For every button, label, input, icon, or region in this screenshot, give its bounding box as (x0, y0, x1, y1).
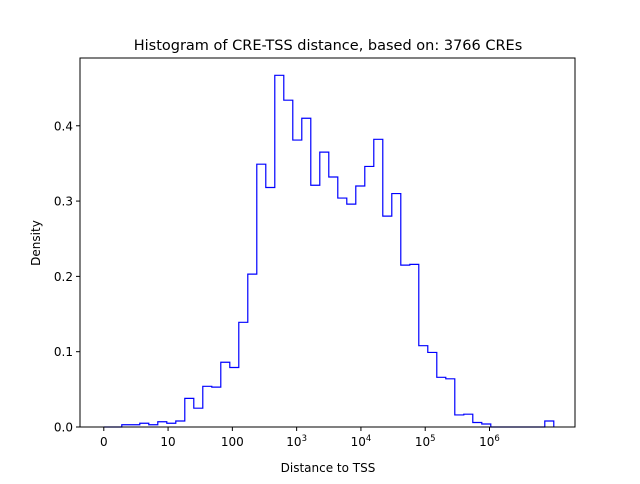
chart-title: Histogram of CRE-TSS distance, based on:… (134, 38, 523, 54)
x-tick-label: 0 (100, 435, 108, 449)
histogram-bin (356, 186, 365, 427)
plot-frame (79, 57, 576, 428)
histogram-bin (230, 368, 239, 427)
histogram-bin (266, 188, 275, 427)
histogram-bin (365, 166, 374, 427)
y-tick-label: 0.3 (54, 195, 73, 209)
y-axis-label: Density (29, 220, 43, 266)
histogram-bin (419, 346, 428, 427)
histogram-bin (374, 139, 383, 427)
histogram-bin (248, 274, 257, 427)
x-axis-label: Distance to TSS (281, 461, 376, 475)
y-tick-label: 0.4 (54, 119, 73, 133)
histogram-bin (167, 423, 176, 427)
histogram-bin (203, 386, 212, 427)
y-tick-label: 0.1 (54, 345, 73, 359)
histogram-bin (338, 198, 347, 427)
histogram-bin (329, 177, 338, 427)
histogram-bin (239, 322, 248, 427)
histogram-bin (185, 398, 194, 427)
x-tick-label: 10 (160, 435, 175, 449)
y-tick-label: 0.2 (54, 270, 73, 284)
histogram-bin (221, 362, 230, 427)
histogram-bin (446, 379, 455, 427)
x-tick-label: 103 (286, 434, 307, 449)
histogram-bin (428, 352, 437, 427)
histogram-bin (275, 75, 284, 427)
histogram-bin (284, 100, 293, 427)
histogram-bin (410, 264, 419, 427)
histogram-bin (401, 265, 410, 427)
histogram-bin (437, 377, 446, 427)
y-tick-label: 0.0 (54, 421, 73, 435)
histogram-bin (194, 408, 203, 427)
histogram-bin (176, 421, 185, 427)
histogram-bin (347, 204, 356, 427)
histogram-bin (257, 164, 266, 427)
histogram-bin (140, 423, 149, 427)
x-tick-label: 105 (415, 434, 436, 449)
histogram-step-line (103, 74, 555, 428)
x-tick-label: 100 (221, 435, 244, 449)
histogram-bin (455, 415, 464, 427)
histogram-bin (212, 387, 221, 427)
x-axis: 0 10 100 103 104 105 106 (100, 427, 500, 449)
x-tick-label: 104 (351, 434, 372, 449)
histogram-bin (320, 152, 329, 427)
histogram-bin (383, 216, 392, 427)
histogram-bin (311, 185, 320, 427)
histogram-bin (293, 140, 302, 427)
histogram-bin (302, 118, 311, 427)
histogram-bin (392, 194, 401, 427)
histogram-bin (158, 422, 167, 427)
histogram-bin (545, 421, 554, 427)
y-axis: 0.0 0.1 0.2 0.3 0.4 (54, 119, 80, 435)
histogram-bin (473, 422, 482, 427)
x-tick-label: 106 (479, 434, 500, 449)
histogram-bin (464, 414, 473, 427)
